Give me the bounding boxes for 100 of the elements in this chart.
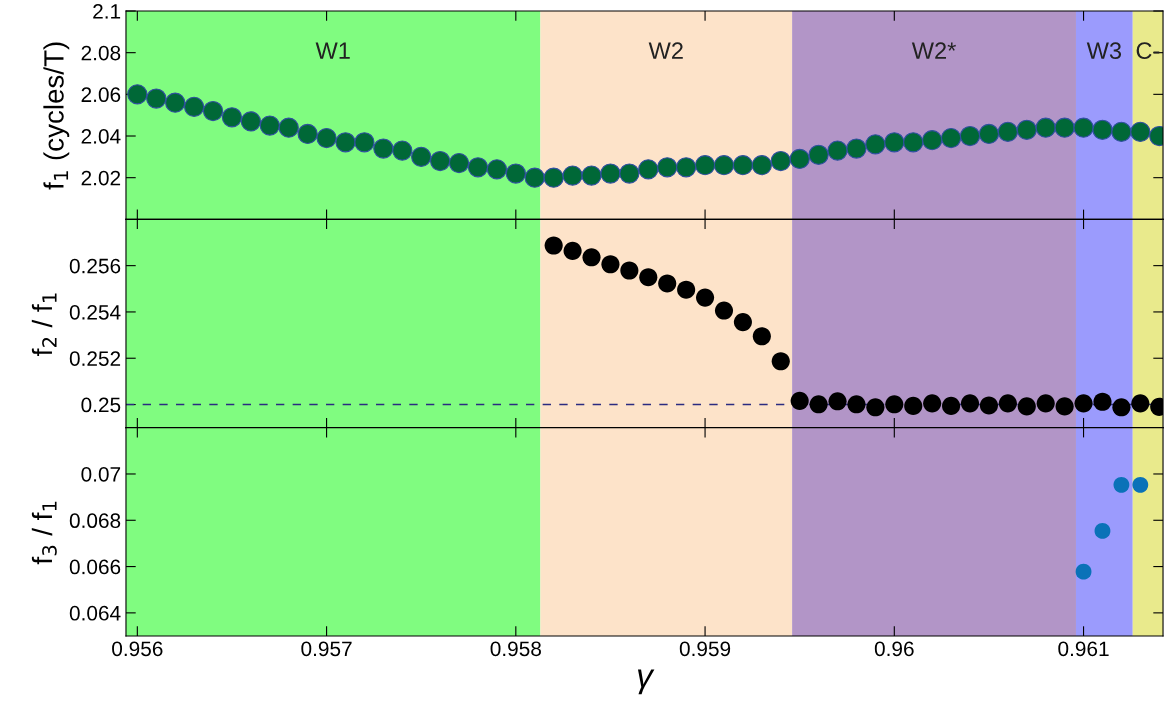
point xyxy=(752,327,771,346)
point xyxy=(904,396,923,415)
y-tick-label: 0.256 xyxy=(69,258,121,274)
point xyxy=(733,313,752,332)
point xyxy=(1055,397,1074,416)
point xyxy=(1073,117,1094,138)
point xyxy=(581,165,602,186)
point xyxy=(658,274,677,293)
band-label: W1 xyxy=(315,42,350,59)
point xyxy=(1074,394,1093,413)
point xyxy=(979,396,998,415)
point xyxy=(1092,119,1113,140)
point xyxy=(978,123,1000,145)
point xyxy=(808,144,829,165)
point xyxy=(865,134,886,155)
point xyxy=(828,392,847,411)
point xyxy=(998,394,1017,413)
y-tick-label: 0.254 xyxy=(69,304,121,320)
point xyxy=(809,395,828,414)
x-tick-label: 0.961 xyxy=(1058,641,1109,657)
point xyxy=(751,155,772,176)
x-tick-label: 0.958 xyxy=(490,641,541,657)
band-label: C- xyxy=(1136,42,1160,60)
point xyxy=(827,140,848,161)
point xyxy=(582,248,601,267)
y-tick-label: 0.064 xyxy=(69,605,121,621)
point xyxy=(127,84,148,105)
point xyxy=(259,115,280,136)
point xyxy=(1016,119,1037,140)
point xyxy=(960,394,980,413)
point xyxy=(601,255,620,274)
point xyxy=(922,130,943,151)
point xyxy=(1093,392,1112,411)
point xyxy=(789,148,810,170)
band-label: W2 xyxy=(648,42,683,59)
point xyxy=(1054,117,1075,138)
y-tick-label: 0.252 xyxy=(69,351,121,366)
point xyxy=(714,301,734,320)
y-tick-label: 0.066 xyxy=(69,559,121,575)
point xyxy=(923,394,942,413)
x-tick-label: 0.96 xyxy=(874,641,914,657)
point xyxy=(1035,117,1056,138)
x-tick-label: 0.957 xyxy=(301,641,352,657)
y-tick-label: 0.07 xyxy=(81,466,121,482)
y-tick-label: 2.04 xyxy=(81,129,121,144)
point xyxy=(411,146,432,167)
point xyxy=(732,155,754,176)
point xyxy=(335,132,356,153)
point xyxy=(639,268,658,287)
point xyxy=(240,111,262,132)
point xyxy=(562,165,583,186)
point xyxy=(885,395,904,414)
point xyxy=(221,107,243,128)
point xyxy=(486,159,508,180)
point xyxy=(619,163,640,184)
point xyxy=(467,157,489,178)
point xyxy=(1130,121,1151,142)
point xyxy=(1113,476,1130,493)
band-label: W2* xyxy=(911,42,956,59)
point xyxy=(903,132,924,153)
y-tick-label: 2.02 xyxy=(81,170,121,186)
point xyxy=(183,96,205,117)
point xyxy=(1131,394,1150,413)
point xyxy=(771,352,790,371)
point xyxy=(657,157,678,178)
point xyxy=(278,117,299,138)
band-label: W3 xyxy=(1086,42,1122,60)
point xyxy=(790,391,809,410)
point xyxy=(524,167,545,188)
point xyxy=(846,138,867,159)
point xyxy=(620,261,639,280)
y-tick-label: 2.1 xyxy=(93,4,121,19)
point xyxy=(354,132,375,153)
point xyxy=(696,288,715,307)
point xyxy=(392,140,413,161)
point xyxy=(638,159,659,180)
point xyxy=(997,121,1018,142)
point xyxy=(1111,121,1132,142)
y-axis-title: f$_{2}$ / f$_{1}$ xyxy=(31,293,57,356)
y-tick-label: 2.08 xyxy=(81,45,121,61)
point xyxy=(866,398,885,417)
point xyxy=(847,395,866,414)
x-tick-label: 0.956 xyxy=(112,641,163,657)
point xyxy=(1017,397,1036,416)
y-tick-label: 0.068 xyxy=(69,513,121,529)
y-axis-title: f$_{1}$ (cycles/T) xyxy=(43,42,70,190)
point xyxy=(1094,523,1111,539)
point xyxy=(373,138,394,159)
point xyxy=(600,163,621,184)
point xyxy=(202,100,224,122)
y-axis-title: f$_{3}$ / f$_{1}$ xyxy=(31,501,57,565)
point xyxy=(940,127,962,149)
x-axis-title: γ xyxy=(637,669,655,695)
point xyxy=(676,157,697,178)
point xyxy=(505,163,526,184)
point xyxy=(316,127,337,149)
y-tick-label: 0.25 xyxy=(81,397,121,413)
point xyxy=(146,88,167,109)
point xyxy=(1075,563,1092,580)
point xyxy=(165,92,186,113)
